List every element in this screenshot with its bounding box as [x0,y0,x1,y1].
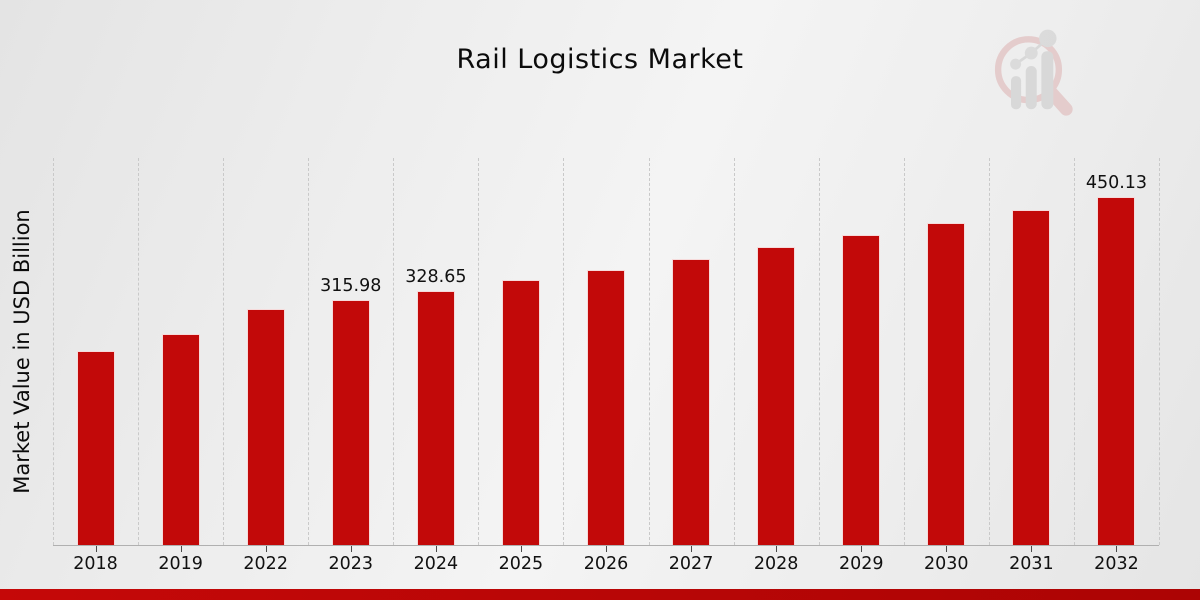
x-axis: 2018 2019 2022 2023 2024 2025 2026 2027 2028 2029… [53,546,1159,580]
bar-2022 [246,309,285,545]
gridline [563,158,565,545]
x-tick [691,546,693,552]
footer-band [0,589,1200,600]
x-tick-label-2028: 2028 [753,554,799,574]
x-tick-label-2018: 2018 [73,554,118,574]
x-tick [861,546,863,552]
bar-2030 [927,222,966,545]
bar-2032 [1097,196,1136,545]
y-axis-label: Market Value in USD Billion [10,209,34,494]
x-tick [95,546,97,552]
x-tick [776,546,778,552]
gridline [1159,158,1160,545]
x-tick [1031,546,1033,552]
x-tick-label-2027: 2027 [668,554,714,574]
bar-2029 [842,235,881,545]
bar-2024 [416,290,455,545]
gridline [1073,158,1075,545]
x-tick-label-2030: 2030 [924,554,969,574]
x-tick-label-2026: 2026 [583,554,629,574]
x-tick [606,546,607,552]
chart-title: Rail Logistics Market [456,44,744,75]
x-tick [265,546,267,552]
x-tick-label-2031: 2031 [1009,554,1054,574]
gridline [393,158,395,545]
gridline [308,158,310,545]
bar-2025 [501,280,540,545]
gridline [53,158,54,545]
x-tick [435,546,437,552]
gridline [818,158,820,545]
gridline [903,158,905,545]
x-tick-label-2025: 2025 [498,554,544,574]
bar-2023 [331,300,370,545]
x-tick-label-2019: 2019 [158,554,203,574]
gridline [733,158,735,545]
gridline [478,158,480,545]
plot-area: 315.98 328.65 450.13 [53,158,1160,546]
x-tick [180,546,182,552]
x-tick-label-2022: 2022 [243,554,288,574]
bar-2031 [1012,210,1051,545]
x-tick-label-2032: 2032 [1094,554,1139,574]
bar-2018 [76,351,115,545]
bar-2027 [672,258,711,545]
bar-value-label-2023: 315.98 [320,276,382,297]
gridline [223,158,225,545]
x-tick [520,546,522,552]
x-tick [1116,546,1118,552]
market-research-logo-icon [994,29,1073,116]
bar-value-label-2032: 450.13 [1085,172,1148,193]
x-tick-label-2023: 2023 [328,554,374,574]
x-tick-label-2029: 2029 [838,554,884,574]
bar-value-label-2024: 328.65 [405,266,467,287]
bar-2026 [587,269,625,545]
gridline [988,158,990,545]
bar-2028 [757,247,796,545]
x-tick-label-2024: 2024 [413,554,459,574]
gridline [648,158,650,545]
gridline [138,158,140,545]
bar-2019 [161,334,200,545]
x-tick [946,546,948,552]
x-tick [350,546,352,552]
